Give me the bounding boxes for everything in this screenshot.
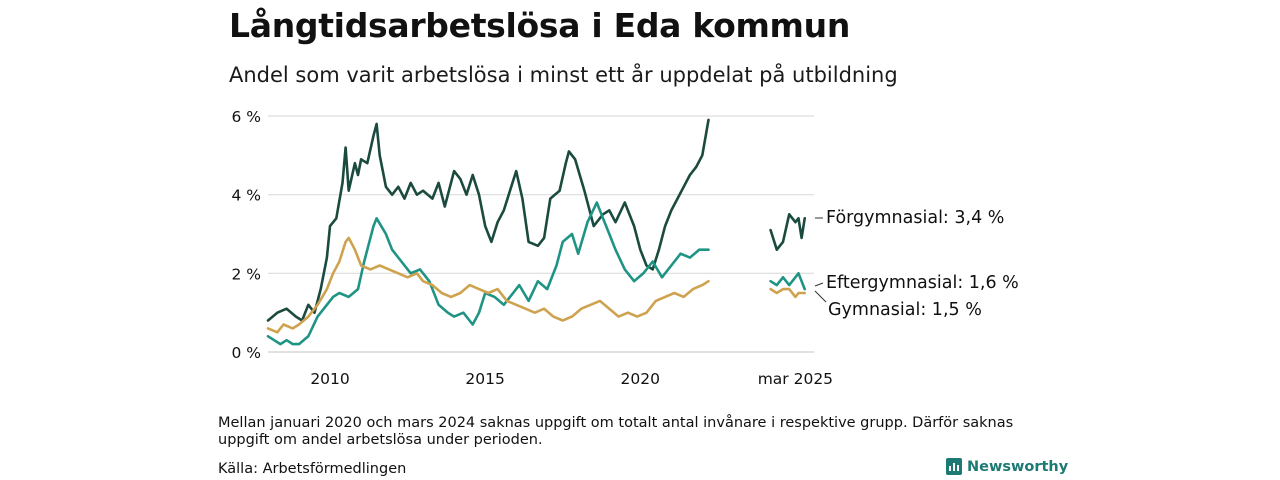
series-line — [266, 236, 710, 334]
series-end-label: Gymnasial: 1,5 % — [828, 300, 982, 320]
x-tick-label: 2015 — [465, 370, 504, 388]
y-tick-label: 2 % — [231, 265, 261, 283]
x-tick-label: 2010 — [310, 370, 349, 388]
x-tick-label: 2020 — [621, 370, 660, 388]
y-tick-label: 0 % — [231, 344, 261, 362]
brand-name: Newsworthy — [967, 458, 1069, 475]
series-end-label: Eftergymnasial: 1,6 % — [826, 273, 1019, 293]
line-chart: 0 % 2 % 4 % 6 % 2010 2015 2020 mar 2025 Förgymna… — [231, 108, 1019, 388]
chart-note: Mellan januari 2020 och mars 2024 saknas… — [218, 415, 1014, 448]
chart-subtitle: Andel som varit arbetslösa i minst ett å… — [229, 63, 898, 87]
series-line — [266, 201, 710, 346]
bar-chart-icon — [946, 458, 962, 475]
newsworthy-logo: Newsworthy — [946, 458, 1068, 475]
x-tick-label: mar 2025 — [758, 370, 833, 388]
source-text: Källa: Arbetsförmedlingen — [218, 461, 407, 477]
series-line — [769, 287, 806, 299]
series-end-label: Förgymnasial: 3,4 % — [826, 208, 1004, 228]
chart-title: Långtidsarbetslösa i Eda kommun — [229, 6, 851, 45]
series-line — [769, 272, 806, 291]
label-leader — [814, 290, 827, 303]
series-line — [769, 213, 806, 251]
y-tick-label: 4 % — [231, 187, 261, 205]
label-leader — [814, 282, 824, 287]
y-tick-label: 6 % — [231, 108, 261, 126]
series-line — [266, 118, 710, 322]
